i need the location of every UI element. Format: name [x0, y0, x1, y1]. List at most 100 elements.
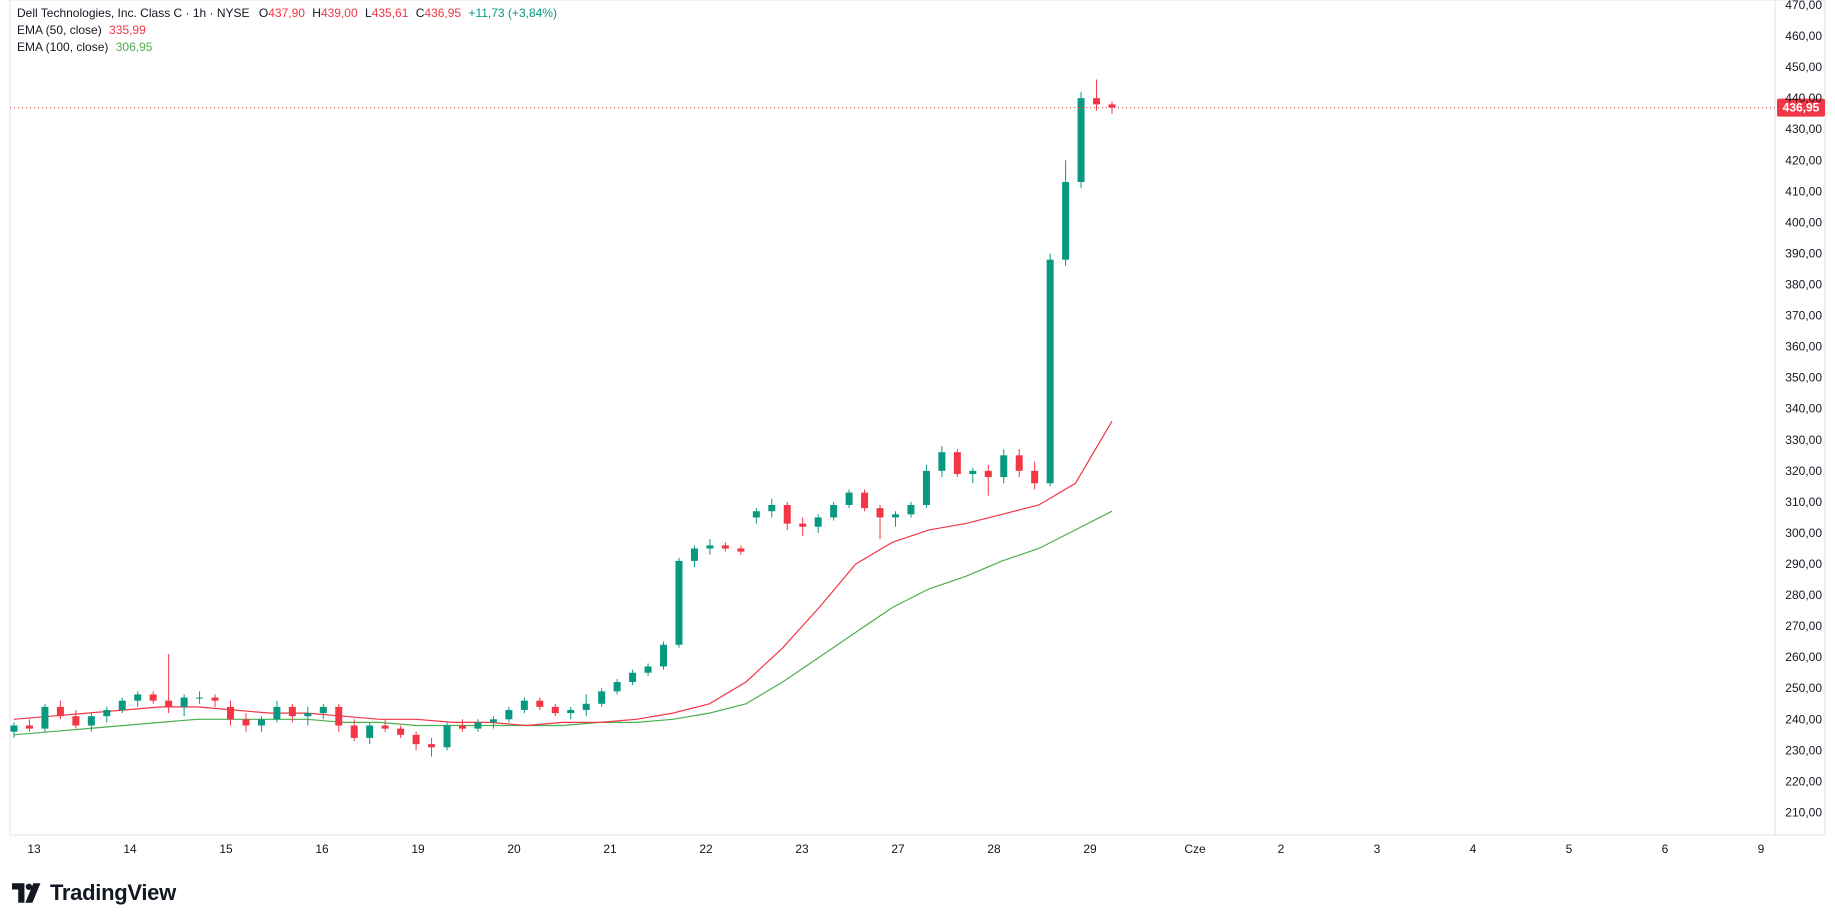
candle — [1093, 79, 1101, 111]
candle — [428, 737, 436, 757]
candle-body — [799, 523, 807, 527]
candle-body — [1108, 104, 1116, 108]
candle — [134, 691, 142, 707]
candle — [598, 688, 606, 707]
low-label: L — [365, 6, 372, 20]
candle-body — [381, 725, 389, 729]
close-value: 436,95 — [424, 6, 462, 20]
candle-body — [41, 706, 49, 729]
candle-body — [845, 492, 853, 506]
time-tick-label: 22 — [699, 842, 713, 856]
candle-body — [165, 700, 173, 707]
price-tick-label: 280,00 — [1785, 588, 1822, 602]
symbol-ohlc-row[interactable]: Dell Technologies, Inc. Class C · 1h · N… — [17, 5, 557, 22]
candle-body — [366, 725, 374, 738]
price-tick-label: 380,00 — [1785, 278, 1822, 292]
time-axis[interactable]: 13 14 15 16 19 20 21 22 23 27 28 29 Cze 2 3 4 5 6 9 — [27, 842, 1764, 856]
symbol-title[interactable]: Dell Technologies, Inc. Class C · 1h · N… — [17, 6, 250, 20]
candle — [690, 545, 698, 568]
candle — [984, 464, 992, 496]
time-tick-label: 20 — [507, 842, 521, 856]
price-tick-label: 310,00 — [1785, 495, 1822, 509]
candle-body — [211, 697, 219, 701]
candle-body — [690, 548, 698, 561]
candle — [551, 703, 559, 717]
candle-body — [783, 505, 791, 524]
candle-body — [397, 728, 405, 735]
candle-body — [861, 492, 869, 509]
candle-body — [1046, 259, 1054, 484]
high-value: 439,00 — [320, 6, 358, 20]
candle-body — [273, 706, 281, 720]
candle — [211, 694, 219, 707]
tradingview-logo-icon — [12, 883, 41, 903]
candle-body — [721, 545, 729, 549]
candle — [165, 654, 173, 714]
candle — [737, 545, 745, 555]
price-tick-label: 210,00 — [1785, 805, 1822, 819]
candle — [257, 716, 265, 732]
ema50-path — [13, 420, 1113, 727]
candle-body — [412, 734, 420, 745]
price-tick-label: 390,00 — [1785, 246, 1822, 260]
candle — [412, 731, 420, 751]
candle-body — [768, 505, 776, 512]
candle — [938, 446, 946, 478]
candle — [1015, 449, 1023, 478]
chart-frame — [9, 0, 1826, 836]
price-tick-label: 420,00 — [1785, 153, 1822, 167]
candle-body — [830, 505, 838, 518]
candle-body — [443, 725, 451, 748]
candle — [196, 691, 204, 704]
tradingview-brand[interactable]: TradingView — [12, 880, 176, 906]
candle-body — [350, 725, 358, 738]
candle — [582, 694, 590, 717]
price-axis[interactable]: 210,00 220,00 230,00 240,00 250,00 260,00 270,… — [1785, 0, 1822, 819]
candle-body — [257, 719, 265, 726]
candle — [1062, 160, 1070, 266]
ema100-legend-row[interactable]: EMA (100, close) 306,95 — [17, 39, 557, 56]
ema50-legend-row[interactable]: EMA (50, close) 335,99 — [17, 22, 557, 39]
candle — [721, 542, 729, 552]
low-value: 435,61 — [371, 6, 409, 20]
candle-body — [536, 700, 544, 707]
ema100-label: EMA (100, close) — [17, 40, 109, 54]
candle-body — [551, 706, 559, 714]
time-tick-label: 14 — [123, 842, 137, 856]
candle — [87, 713, 95, 732]
candle — [907, 501, 915, 518]
candle-body — [196, 697, 204, 699]
time-tick-label: 29 — [1083, 842, 1097, 856]
time-tick-label: 5 — [1566, 842, 1573, 856]
last-price-badge — [1777, 98, 1825, 117]
candle — [1077, 91, 1085, 189]
candle — [1046, 253, 1054, 487]
ema100-value: 306,95 — [115, 40, 153, 54]
candle-body — [984, 470, 992, 478]
time-tick-label: Cze — [1184, 842, 1206, 856]
candle-body — [876, 508, 884, 518]
candle — [891, 511, 899, 527]
price-tick-label: 440,00 — [1785, 91, 1822, 105]
candle-body — [1015, 455, 1023, 471]
candle — [613, 678, 621, 695]
candle-body — [737, 548, 745, 552]
candle — [536, 697, 544, 710]
candle-body — [891, 514, 899, 518]
candle — [458, 719, 466, 732]
candle-body — [598, 691, 606, 704]
price-tick-label: 450,00 — [1785, 60, 1822, 74]
time-tick-label: 13 — [27, 842, 41, 856]
candle-body — [428, 744, 436, 748]
candle-body — [304, 713, 312, 717]
candle — [505, 706, 513, 723]
candle — [319, 703, 327, 720]
open-label: O — [258, 6, 269, 20]
candle — [1108, 101, 1116, 114]
candle-body — [149, 694, 157, 701]
candle-body — [613, 682, 621, 692]
time-tick-label: 3 — [1374, 842, 1381, 856]
candle — [660, 641, 668, 670]
price-tick-label: 350,00 — [1785, 371, 1822, 385]
